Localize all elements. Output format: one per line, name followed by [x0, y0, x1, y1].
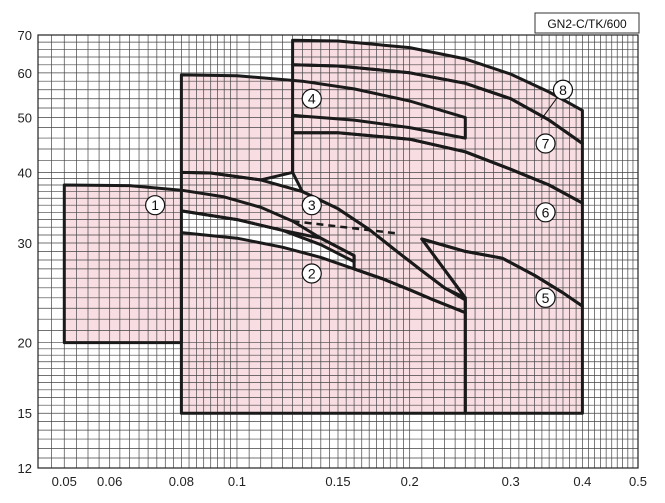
- region-6-marker: [535, 202, 556, 223]
- region-3-marker: [301, 195, 322, 216]
- region-4-outline: [179, 73, 467, 182]
- y-tick-label: 12: [18, 461, 32, 476]
- y-tick-label: 50: [18, 111, 32, 126]
- region-6-label: 6: [542, 204, 550, 220]
- region-1-label: 1: [151, 197, 159, 213]
- y-tick-label: 15: [18, 406, 32, 421]
- y-tick-label: 20: [18, 336, 32, 351]
- plot-frame: [37, 34, 639, 469]
- x-tick-label: 0.4: [573, 474, 591, 489]
- region-8-label: 8: [559, 82, 567, 98]
- region-3-label: 3: [308, 197, 316, 213]
- y-tick-label: 30: [18, 236, 32, 251]
- region-2-label: 2: [308, 265, 316, 281]
- region-8-outline: [291, 38, 584, 145]
- x-tick-label: 0.2: [401, 474, 419, 489]
- axis-tick-labels: 0.05 0.06 0.08 0.1 0.15 0.2 0.3 0.4 0.5121520304…: [18, 28, 648, 489]
- region-2-marker: [301, 263, 322, 284]
- x-tick-label: 0.1: [228, 474, 246, 489]
- region-4-label: 4: [308, 91, 316, 107]
- model-label: GN2-C/TK/600: [547, 17, 627, 31]
- region-outlines: [62, 38, 584, 415]
- region-labels: 1 2 3 4 5 6 7 8: [145, 79, 574, 308]
- x-tick-label: 0.08: [169, 474, 194, 489]
- region-1-marker: [145, 195, 166, 216]
- x-tick-label: 0.3: [502, 474, 520, 489]
- region-4-marker: [301, 88, 322, 109]
- region-5-marker: [535, 287, 556, 308]
- y-tick-label: 60: [18, 66, 32, 81]
- region-7-label: 7: [542, 135, 550, 151]
- region-5-label: 5: [542, 290, 550, 306]
- x-tick-label: 0.5: [629, 474, 647, 489]
- y-tick-label: 40: [18, 165, 32, 180]
- x-tick-label: 0.05: [52, 474, 77, 489]
- y-tick-label: 70: [18, 28, 32, 43]
- region-7-marker: [535, 133, 556, 154]
- x-tick-label: 0.15: [325, 474, 350, 489]
- model-label-box: GN2-C/TK/600: [534, 12, 640, 34]
- region-8-marker: [552, 79, 574, 100]
- region-8-leader: [540, 97, 558, 121]
- x-tick-label: 0.06: [97, 474, 122, 489]
- dashed-boundary: [292, 219, 398, 235]
